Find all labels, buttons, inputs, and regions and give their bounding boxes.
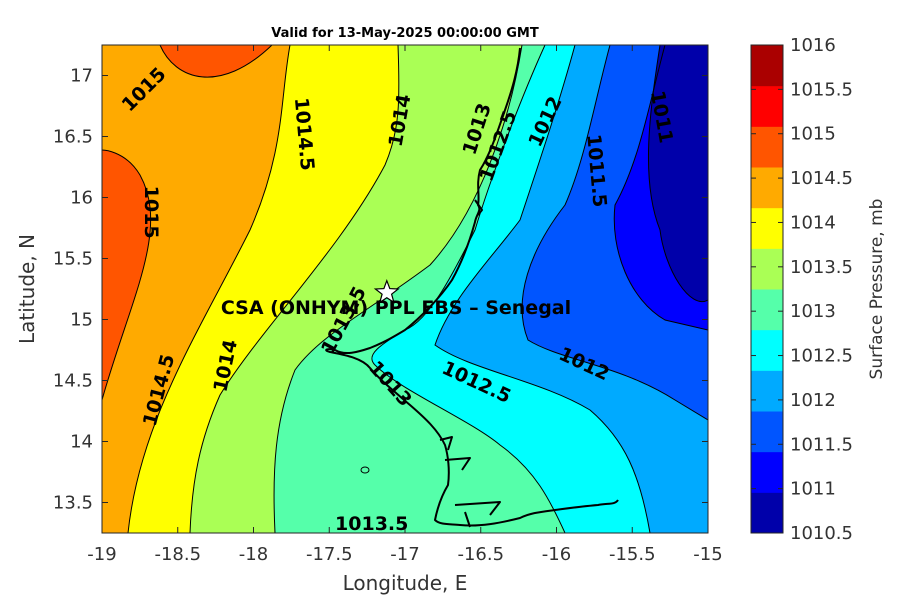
colorbar-swatch <box>751 207 783 249</box>
colorbar-tick-label: 1015.5 <box>790 79 853 100</box>
contour-line-1015-west <box>102 149 152 401</box>
x-tick-label: -15.5 <box>609 544 656 565</box>
x-tick-label: -19 <box>87 544 116 565</box>
y-tick-label: 17 <box>70 66 93 87</box>
colorbar-swatch <box>751 85 783 127</box>
x-tick-label: -18 <box>239 544 268 565</box>
x-tick-label: -18.5 <box>154 544 201 565</box>
colorbar-frame <box>750 44 784 534</box>
x-tick-label: -17.5 <box>306 544 353 565</box>
x-tick-label: -16 <box>542 544 571 565</box>
colorbar-tick-label: 1016 <box>790 35 836 56</box>
colorbar-swatch <box>751 45 783 87</box>
colorbar-swatch <box>751 167 783 209</box>
colorbar-tick-label: 1012.5 <box>790 346 853 367</box>
colorbar-swatch <box>751 126 783 168</box>
colorbar-tick-label: 1013.5 <box>790 257 853 278</box>
colorbar-tick-label: 1011.5 <box>790 434 853 455</box>
x-axis-label: Longitude, E <box>343 571 468 595</box>
contour-line-1011 <box>647 45 708 303</box>
site-marker: CSA (ONHYM) PPL EBS – Senegal <box>221 278 571 319</box>
y-axis-label: Latitude, N <box>15 234 39 344</box>
colorbar-tick-label: 1010.5 <box>790 523 853 544</box>
colorbar-swatch <box>751 329 783 371</box>
colorbar-swatch <box>751 492 783 534</box>
colorbar-swatch <box>751 370 783 412</box>
contour-closed-small <box>360 466 370 474</box>
contour-line-1012 <box>521 45 708 421</box>
contour-lines <box>102 45 708 533</box>
y-tick-label: 16 <box>70 188 93 209</box>
site-label: CSA (ONHYM) PPL EBS – Senegal <box>221 297 571 319</box>
x-tick-label: -16.5 <box>457 544 504 565</box>
colorbar: 1016 1015.5 1015 1014.5 1014 1013.5 1013 1012.5… <box>750 35 887 544</box>
contour-label: 1013.5 <box>335 513 408 535</box>
y-tick-label: 16.5 <box>53 127 93 148</box>
pressure-contour-fill <box>102 45 708 533</box>
y-axis-ticks: 13.5 14 14.5 15 15.5 16 16.5 17 <box>53 66 708 514</box>
colorbar-swatch <box>751 411 783 453</box>
y-tick-label: 13.5 <box>53 493 93 514</box>
x-tick-label: -17 <box>390 544 419 565</box>
y-tick-label: 15 <box>70 310 93 331</box>
colorbar-tick-label: 1011 <box>790 479 836 500</box>
colorbar-swatch <box>751 289 783 331</box>
colorbar-tick-label: 1012 <box>790 390 836 411</box>
contour-line-1014-5 <box>127 45 291 533</box>
colorbar-tick-label: 1014 <box>790 212 836 233</box>
colorbar-swatches <box>751 45 783 534</box>
contour-line-1013-5 <box>273 45 523 533</box>
y-tick-label: 14 <box>70 432 93 453</box>
contour-line-1012-5 <box>434 45 651 533</box>
colorbar-swatch <box>751 451 783 493</box>
star-icon <box>373 278 400 304</box>
y-tick-label: 14.5 <box>53 371 93 392</box>
x-axis-ticks: -19 -18.5 -18 -17.5 -17 -16.5 -16 -15.5 -15 <box>87 45 723 565</box>
contour-line-1014 <box>189 45 400 533</box>
contour-line-1011-5 <box>613 45 708 331</box>
colorbar-tick-label: 1015 <box>790 124 836 145</box>
x-tick-label: -15 <box>693 544 722 565</box>
estuary-details <box>439 199 501 528</box>
colorbar-swatch <box>751 248 783 290</box>
contour-line-1013 <box>371 45 566 533</box>
coastline <box>325 47 619 528</box>
map-title: Valid for 13-May-2025 00:00:00 GMT <box>271 26 539 41</box>
colorbar-label: Surface Pressure, mb <box>867 199 887 380</box>
colorbar-ticks: 1016 1015.5 1015 1014.5 1014 1013.5 1013 1012.5… <box>751 35 853 544</box>
y-tick-label: 15.5 <box>53 249 93 270</box>
colorbar-tick-label: 1014.5 <box>790 168 853 189</box>
contour-label: 1015 <box>140 186 162 239</box>
colorbar-tick-label: 1013 <box>790 301 836 322</box>
band-1010-5 <box>648 45 708 302</box>
contour-line-1015-north <box>159 45 273 78</box>
